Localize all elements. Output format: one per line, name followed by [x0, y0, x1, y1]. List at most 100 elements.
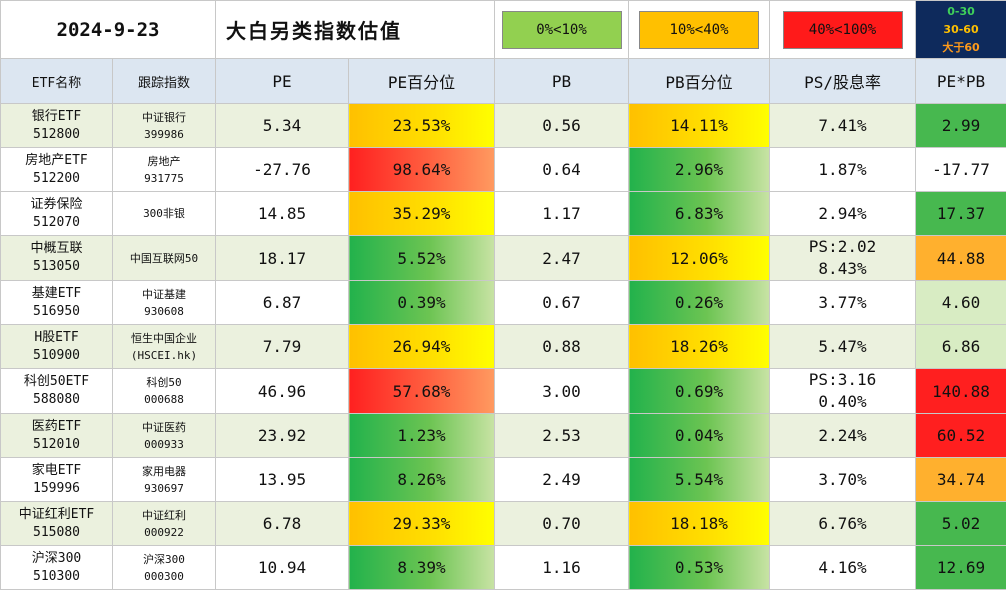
- legend-pepb: 0-30 30-60 大于60: [916, 2, 1006, 57]
- pe-value: 13.95: [215, 457, 350, 502]
- pe-percentile: 1.23%: [348, 413, 496, 458]
- col-header-pb: PB: [494, 58, 630, 104]
- pe-percentile: 5.52%: [348, 235, 496, 281]
- pe-value: 46.96: [215, 368, 350, 414]
- pe-percentile: 23.53%: [348, 103, 496, 148]
- pe-times-pb: 12.69: [915, 545, 1006, 590]
- pb-percentile: 0.04%: [628, 413, 771, 458]
- index-name: 中证银行: [142, 110, 186, 124]
- pe-percentile: 26.94%: [348, 324, 496, 369]
- ps-dividend-line1: 1.87%: [818, 159, 867, 179]
- table-row: 中概互联 513050 中国互联网50 18.17 5.52% 2.47 12.0…: [0, 235, 1006, 281]
- table-row: 基建ETF 516950 中证基建 930608 6.87 0.39% 0.67 0…: [0, 280, 1006, 325]
- pe-percentile: 0.39%: [348, 280, 496, 325]
- legend-pepb-cell: 0-30 30-60 大于60: [915, 0, 1006, 59]
- etf-code: 510900: [33, 347, 80, 363]
- pe-times-pb: 5.02: [915, 501, 1006, 546]
- pe-times-pb: -17.77: [915, 147, 1006, 192]
- index-cell: 中证医药 000933: [111, 413, 217, 458]
- ps-dividend-line1: 6.76%: [818, 513, 867, 533]
- pe-times-pb: 60.52: [915, 413, 1006, 458]
- pe-value: 18.17: [215, 235, 350, 281]
- ps-dividend-cell: 6.76%: [769, 501, 917, 546]
- pe-times-pb: 140.88: [915, 368, 1006, 414]
- report-date: 2024-9-23: [0, 0, 217, 59]
- etf-name-cell: 医药ETF 512010: [0, 413, 113, 458]
- ps-dividend-line1: 2.94%: [818, 203, 867, 223]
- index-code: 930697: [144, 481, 184, 495]
- etf-code: 588080: [33, 392, 80, 407]
- pe-times-pb: 4.60: [915, 280, 1006, 325]
- ps-dividend-cell: 2.94%: [769, 191, 917, 236]
- table-row: 医药ETF 512010 中证医药 000933 23.92 1.23% 2.53 …: [0, 413, 1006, 458]
- table-row: 银行ETF 512800 中证银行 399986 5.34 23.53% 0.56 …: [0, 103, 1006, 148]
- index-code: 000933: [144, 437, 184, 451]
- etf-name: 中证红利ETF: [18, 506, 95, 522]
- etf-code: 512200: [33, 170, 80, 186]
- etf-code: 516950: [33, 303, 80, 319]
- pe-percentile: 57.68%: [348, 368, 496, 414]
- pe-times-pb: 6.86: [915, 324, 1006, 369]
- ps-dividend-cell: 4.16%: [769, 545, 917, 590]
- pb-percentile: 0.26%: [628, 280, 771, 325]
- table-row: 证券保险 512070 300非银 14.85 35.29% 1.17 6.83%…: [0, 191, 1006, 236]
- ps-dividend-line1: 3.70%: [818, 469, 867, 489]
- pe-value: 14.85: [215, 191, 350, 236]
- index-name: 中证红利: [142, 508, 186, 522]
- index-name: 沪深300: [143, 552, 185, 566]
- legend-low-cell: 0%<10%: [494, 0, 630, 59]
- index-name: 300非银: [143, 207, 185, 220]
- pb-percentile: 18.18%: [628, 501, 771, 546]
- index-cell: 中证红利 000922: [111, 501, 217, 546]
- pe-value: -27.76: [215, 147, 350, 192]
- page-title: 大白另类指数估值: [215, 0, 496, 59]
- pe-value: 23.92: [215, 413, 350, 458]
- etf-name: 证券保险: [30, 196, 83, 212]
- col-header-pe: PE: [215, 58, 350, 104]
- etf-name: 中概互联: [30, 241, 83, 256]
- pe-value: 10.94: [215, 545, 350, 590]
- etf-name: 房地产ETF: [25, 152, 88, 168]
- etf-code: 512800: [33, 126, 80, 142]
- index-cell: 中证银行 399986: [111, 103, 217, 148]
- index-code: 000922: [144, 525, 184, 539]
- pb-value: 1.17: [494, 191, 630, 236]
- col-header-pe-percentile: PE百分位: [348, 58, 496, 104]
- column-header-row: ETF名称 跟踪指数 PE PE百分位 PB PB百分位 PS/股息率 PE*P…: [0, 58, 1006, 104]
- pb-percentile: 2.96%: [628, 147, 771, 192]
- legend-high-cell: 40%<100%: [769, 0, 917, 59]
- pb-value: 0.70: [494, 501, 630, 546]
- col-header-tracking-index: 跟踪指数: [111, 58, 217, 104]
- pb-percentile: 0.53%: [628, 545, 771, 590]
- etf-name-cell: H股ETF 510900: [0, 324, 113, 369]
- etf-name: 银行ETF: [31, 108, 82, 124]
- col-header-etf-name: ETF名称: [0, 58, 113, 104]
- col-header-pb-percentile: PB百分位: [628, 58, 771, 104]
- etf-name-cell: 证券保险 512070: [0, 191, 113, 236]
- pe-percentile: 35.29%: [348, 191, 496, 236]
- index-code: 000300: [144, 569, 184, 583]
- etf-name: 医药ETF: [31, 418, 82, 434]
- pb-percentile: 0.69%: [628, 368, 771, 414]
- ps-dividend-line1: PS:3.16: [808, 370, 877, 389]
- index-name: 中证医药: [142, 420, 186, 434]
- ps-dividend-line1: 4.16%: [818, 557, 867, 577]
- pe-times-pb: 17.37: [915, 191, 1006, 236]
- ps-dividend-cell: 3.77%: [769, 280, 917, 325]
- pb-value: 0.64: [494, 147, 630, 192]
- index-cell: 房地产 931775: [111, 147, 217, 192]
- etf-name: 家电ETF: [31, 462, 82, 478]
- index-cell: 科创50 000688: [111, 368, 217, 414]
- legend-pepb-c: 大于60: [942, 40, 980, 54]
- ps-dividend-line1: 3.77%: [818, 292, 867, 312]
- ps-dividend-cell: 3.70%: [769, 457, 917, 502]
- etf-name: 基建ETF: [31, 285, 82, 301]
- pb-value: 0.67: [494, 280, 630, 325]
- pb-value: 0.56: [494, 103, 630, 148]
- pe-percentile: 29.33%: [348, 501, 496, 546]
- index-cell: 中国互联网50: [111, 235, 217, 281]
- index-code: 000688: [144, 393, 184, 406]
- table-row: 科创50ETF 588080 科创50 000688 46.96 57.68% 3.…: [0, 368, 1006, 414]
- pe-percentile: 98.64%: [348, 147, 496, 192]
